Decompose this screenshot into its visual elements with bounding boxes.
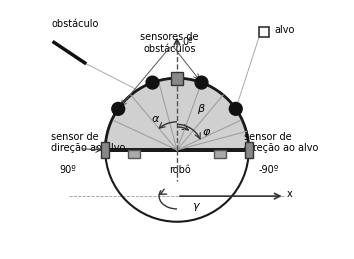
- Text: β: β: [198, 104, 205, 114]
- Text: α: α: [152, 114, 159, 124]
- Bar: [214, 150, 227, 158]
- Circle shape: [229, 103, 242, 115]
- Bar: [259, 27, 269, 37]
- Text: sensor de
direção ao alvo: sensor de direção ao alvo: [244, 132, 318, 153]
- Text: x: x: [287, 189, 293, 199]
- Text: 90º: 90º: [59, 166, 76, 176]
- Text: sensores de
obstáculos: sensores de obstáculos: [140, 32, 199, 54]
- Text: alvo: alvo: [274, 25, 295, 34]
- Text: obstáculo: obstáculo: [51, 19, 99, 29]
- Circle shape: [195, 76, 208, 89]
- Bar: [245, 142, 253, 158]
- Circle shape: [146, 76, 159, 89]
- Bar: [101, 142, 109, 158]
- Polygon shape: [105, 78, 249, 150]
- Text: sensor de
direção ao alvo: sensor de direção ao alvo: [51, 132, 126, 153]
- Text: φ: φ: [202, 127, 210, 137]
- Text: 0º: 0º: [182, 37, 193, 47]
- Text: robô: robô: [169, 166, 190, 176]
- Text: -90º: -90º: [259, 166, 279, 176]
- Text: γ: γ: [192, 201, 199, 211]
- Bar: [171, 72, 183, 85]
- Circle shape: [112, 103, 125, 115]
- Bar: [127, 150, 140, 158]
